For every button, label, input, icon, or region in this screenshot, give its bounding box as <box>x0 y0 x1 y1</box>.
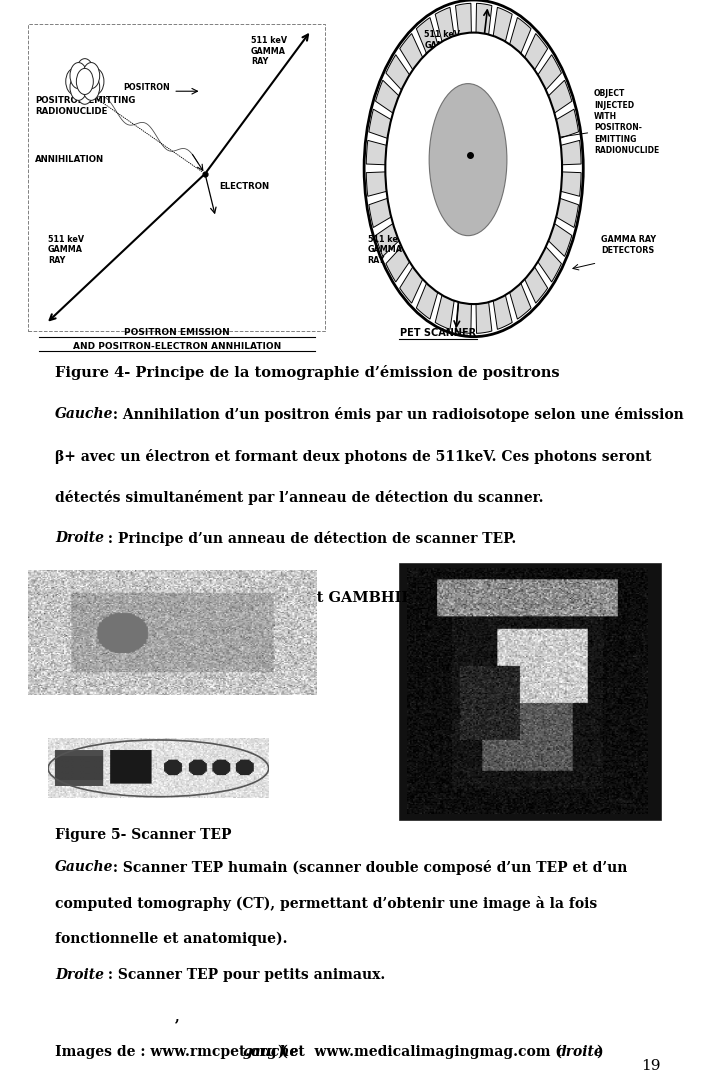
Wedge shape <box>455 3 472 36</box>
Text: PET SCANNER: PET SCANNER <box>400 328 477 338</box>
Text: : Annihilation d’un positron émis par un radioisotope selon une émission: : Annihilation d’un positron émis par un… <box>108 407 684 422</box>
Circle shape <box>70 63 87 89</box>
Wedge shape <box>476 301 492 333</box>
Wedge shape <box>416 282 438 319</box>
Wedge shape <box>493 294 512 329</box>
Text: fonctionnelle et anatomique).: fonctionnelle et anatomique). <box>55 932 288 946</box>
Text: : Scanner TEP pour petits animaux.: : Scanner TEP pour petits animaux. <box>103 968 385 982</box>
Text: : Scanner TEP humain (scanner double composé d’un TEP et d’un: : Scanner TEP humain (scanner double com… <box>108 860 628 875</box>
Wedge shape <box>560 140 581 165</box>
Text: : Principe d’un anneau de détection de scanner TEP.: : Principe d’un anneau de détection de s… <box>103 531 517 546</box>
Circle shape <box>83 74 100 100</box>
Text: POSITRON-EMITTING
RADIONUCLIDE: POSITRON-EMITTING RADIONUCLIDE <box>35 96 136 116</box>
Text: gauche: gauche <box>243 1045 299 1059</box>
Circle shape <box>364 0 583 337</box>
Wedge shape <box>525 266 548 303</box>
Wedge shape <box>455 301 472 333</box>
Text: Droite: Droite <box>55 968 104 982</box>
Wedge shape <box>369 110 392 139</box>
Wedge shape <box>436 294 455 329</box>
Text: ): ) <box>596 1045 602 1059</box>
Text: détectés simultanément par l’anneau de détection du scanner.: détectés simultanément par l’anneau de d… <box>55 490 544 505</box>
Wedge shape <box>556 110 578 139</box>
Circle shape <box>76 68 93 94</box>
Text: POSITRON EMISSION: POSITRON EMISSION <box>124 328 230 337</box>
Text: 511 keV
GAMMA
RAY: 511 keV GAMMA RAY <box>48 235 84 265</box>
Wedge shape <box>525 34 548 71</box>
Text: Figure reproduite de CHERRY et GAMBHIR, 2001: Figure reproduite de CHERRY et GAMBHIR, … <box>55 591 464 605</box>
Circle shape <box>76 59 93 85</box>
Wedge shape <box>366 172 387 197</box>
Wedge shape <box>375 80 399 114</box>
Wedge shape <box>416 17 438 54</box>
Bar <box>399 563 661 820</box>
Text: Figure 5- Scanner TEP: Figure 5- Scanner TEP <box>55 828 232 842</box>
Text: Droite: Droite <box>55 531 104 545</box>
Wedge shape <box>548 223 572 256</box>
Ellipse shape <box>429 84 507 236</box>
Text: Images de : www.rmcpet.org (: Images de : www.rmcpet.org ( <box>55 1045 288 1059</box>
Text: GAMMA RAY
DETECTORS: GAMMA RAY DETECTORS <box>601 235 656 255</box>
Wedge shape <box>537 247 561 282</box>
Wedge shape <box>537 54 561 90</box>
Text: Gauche: Gauche <box>55 860 114 874</box>
Circle shape <box>70 74 87 100</box>
Circle shape <box>385 33 562 304</box>
Circle shape <box>87 68 104 94</box>
Wedge shape <box>509 17 531 54</box>
Wedge shape <box>509 282 531 319</box>
Wedge shape <box>493 8 512 42</box>
Text: 19: 19 <box>641 1059 660 1073</box>
Wedge shape <box>366 140 387 165</box>
Circle shape <box>66 68 83 94</box>
Circle shape <box>76 78 93 104</box>
Wedge shape <box>369 198 392 227</box>
Text: AND POSITRON-ELECTRON ANNHILATION: AND POSITRON-ELECTRON ANNHILATION <box>73 342 281 351</box>
Wedge shape <box>386 54 410 90</box>
Text: Gauche: Gauche <box>55 407 114 421</box>
Wedge shape <box>556 198 578 227</box>
Text: 511 keV
GAMMA
RAY: 511 keV GAMMA RAY <box>251 36 287 66</box>
Text: Figure 4- Principe de la tomographie d’émission de positrons: Figure 4- Principe de la tomographie d’é… <box>55 365 560 380</box>
Text: 511 keV
GAMMA
RAY: 511 keV GAMMA RAY <box>424 30 460 61</box>
Text: POSITRON: POSITRON <box>124 83 170 91</box>
Wedge shape <box>436 8 455 42</box>
Text: ELECTRON: ELECTRON <box>219 182 269 191</box>
Text: ,: , <box>175 1009 180 1023</box>
Text: computed tomography (CT), permettant d’obtenir une image à la fois: computed tomography (CT), permettant d’o… <box>55 896 597 911</box>
Bar <box>28 570 368 809</box>
Wedge shape <box>399 34 423 71</box>
Text: β+ avec un électron et formant deux photons de 511keV. Ces photons seront: β+ avec un électron et formant deux phot… <box>55 449 652 464</box>
Wedge shape <box>560 172 581 197</box>
Text: ) et  www.medicalimagingmag.com (: ) et www.medicalimagingmag.com ( <box>278 1045 562 1059</box>
Wedge shape <box>375 223 399 256</box>
Wedge shape <box>386 247 410 282</box>
Text: OBJECT
INJECTED
WITH
POSITRON-
EMITTING
RADIONUCLIDE: OBJECT INJECTED WITH POSITRON- EMITTING … <box>594 89 659 155</box>
Wedge shape <box>399 266 423 303</box>
Text: droite: droite <box>557 1045 604 1059</box>
Wedge shape <box>548 80 572 114</box>
Text: ANNIHILATION: ANNIHILATION <box>35 155 105 164</box>
Text: 511 keV
GAMMA
RAY: 511 keV GAMMA RAY <box>368 235 404 265</box>
Wedge shape <box>476 3 492 36</box>
Circle shape <box>83 63 100 89</box>
